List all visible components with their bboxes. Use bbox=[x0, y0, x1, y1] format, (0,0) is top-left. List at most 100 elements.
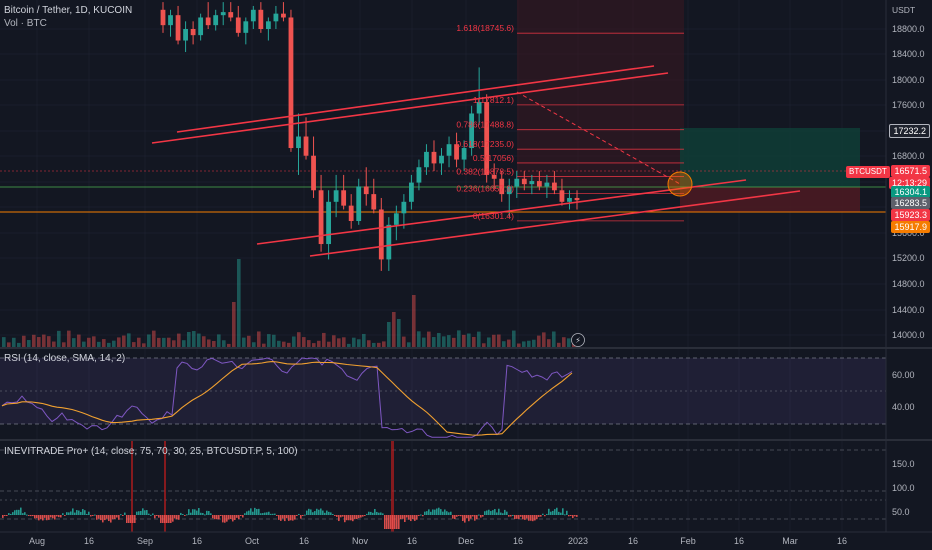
candle-body bbox=[273, 13, 279, 22]
indicator-bar bbox=[204, 514, 206, 516]
symbol-tag[interactable]: BTCUSDT bbox=[846, 166, 890, 178]
candle-body bbox=[476, 101, 482, 114]
indicator-bar bbox=[188, 509, 190, 515]
indicator-bar bbox=[172, 515, 174, 522]
lightning-icon[interactable]: ⚡ bbox=[571, 333, 585, 347]
price-tag[interactable]: 15917.9 bbox=[891, 221, 930, 233]
indicator-bar bbox=[502, 513, 504, 515]
indicator-bar bbox=[526, 515, 528, 519]
indicator-bar bbox=[458, 515, 460, 516]
indicator-bar bbox=[362, 515, 364, 517]
volume-bar bbox=[422, 337, 426, 347]
price-tick-label: 18000.0 bbox=[892, 75, 925, 85]
rsi-label[interactable]: RSI (14, close, SMA, 14, 2) bbox=[4, 353, 126, 364]
price-tick-label: 18400.0 bbox=[892, 49, 925, 59]
channel-lines[interactable] bbox=[151, 65, 801, 257]
volume-bar bbox=[287, 342, 291, 347]
time-tick-label: Feb bbox=[680, 536, 696, 546]
volume-bar bbox=[567, 338, 571, 347]
indicator-bar bbox=[146, 510, 148, 515]
indicator-bar bbox=[338, 515, 340, 522]
price-tick-label: 15200.0 bbox=[892, 253, 925, 263]
indicator-bar bbox=[498, 508, 500, 515]
indicator-bar bbox=[492, 510, 494, 515]
indicator-bar bbox=[518, 515, 520, 519]
indicator-bar bbox=[480, 515, 482, 518]
volume-bar bbox=[202, 336, 206, 347]
indicator-bar bbox=[416, 515, 418, 520]
indicator-bar bbox=[508, 515, 510, 517]
chart-title[interactable]: Bitcoin / Tether, 1D, KUCOIN bbox=[4, 5, 133, 16]
indicator-bar bbox=[120, 514, 122, 516]
indicator-bar bbox=[76, 510, 78, 515]
indicator-bar bbox=[442, 511, 444, 515]
indicator-bar bbox=[152, 513, 154, 515]
indicator-bar bbox=[134, 515, 136, 523]
volume-bar bbox=[232, 302, 236, 347]
price-tag[interactable]: 17232.2 bbox=[889, 124, 930, 138]
volume-bar bbox=[282, 341, 286, 347]
time-tick-label: 16 bbox=[734, 536, 744, 546]
volume-bar bbox=[387, 322, 391, 347]
currency-label: USDT bbox=[892, 5, 916, 15]
indicator-bar bbox=[466, 515, 468, 519]
target-circle[interactable] bbox=[667, 171, 693, 197]
volume-bar bbox=[247, 335, 251, 347]
indicator-bar bbox=[328, 511, 330, 515]
price-tick-label: 14000.0 bbox=[892, 330, 925, 340]
indicator-bar bbox=[500, 512, 502, 515]
indicator-bar bbox=[68, 512, 70, 515]
volume-bar bbox=[132, 342, 136, 347]
volume-bar bbox=[562, 337, 566, 347]
indicator-bar bbox=[450, 511, 452, 515]
indicator-bar bbox=[130, 515, 132, 523]
indicator-bar bbox=[490, 511, 492, 515]
indicator-bar bbox=[162, 515, 164, 523]
time-axis[interactable]: Aug 16 Sep 16 Oct 16 Nov 16 Dec 16 2023 16 Feb 16 Mar 1… bbox=[29, 536, 847, 546]
indicator-label[interactable]: INEVITRADE Pro+ (14, close, 75, 70, 30, … bbox=[4, 446, 298, 457]
indicator-bar bbox=[12, 512, 14, 515]
rsi-tick-label: 40.00 bbox=[892, 402, 915, 412]
indicator-bar bbox=[376, 511, 378, 515]
indicator-bar bbox=[176, 515, 178, 520]
volume-bar bbox=[347, 343, 351, 347]
indicator-bar bbox=[576, 515, 578, 517]
indicator-bar bbox=[534, 515, 536, 521]
indicator-bar bbox=[122, 515, 124, 516]
indicator-bar bbox=[536, 515, 538, 520]
price-tag[interactable]: 16283.5 bbox=[891, 197, 930, 209]
volume-bar bbox=[442, 336, 446, 347]
fib-label: 0.618(17235.0) bbox=[456, 139, 514, 149]
candle-body bbox=[168, 15, 173, 26]
price-tag[interactable]: 15923.3 bbox=[891, 209, 930, 221]
indicator-bar bbox=[444, 509, 446, 515]
volume-label[interactable]: Vol · BTC bbox=[4, 18, 47, 29]
indicator-bar bbox=[346, 515, 348, 521]
indicator-bar bbox=[532, 515, 534, 522]
time-tick-label: Sep bbox=[137, 536, 153, 546]
indicator-bar bbox=[464, 515, 466, 523]
volume-bar bbox=[372, 342, 376, 347]
indicator-bar bbox=[180, 512, 182, 515]
indicator-bar bbox=[42, 515, 44, 521]
indicator-bar bbox=[422, 515, 424, 517]
price-tag[interactable]: 16571.5 bbox=[891, 165, 930, 177]
indicator-bar bbox=[94, 514, 96, 516]
indicator-axis[interactable]: 150.0 100.0 50.0 bbox=[892, 459, 915, 517]
indicator-bar bbox=[264, 512, 266, 515]
rsi-axis[interactable]: 60.00 40.00 bbox=[892, 370, 915, 412]
volume-bar bbox=[92, 336, 96, 347]
indicator-bar bbox=[160, 515, 162, 523]
indicator-bar bbox=[484, 511, 486, 515]
candle-body bbox=[401, 201, 407, 214]
volume-bar bbox=[37, 337, 41, 347]
indicator-bar bbox=[238, 515, 240, 520]
indicator-bar bbox=[210, 513, 212, 515]
indicator-bar bbox=[550, 511, 552, 515]
price-tag[interactable]: 16304.1 bbox=[891, 186, 930, 198]
indicator-bar bbox=[514, 515, 516, 520]
volume-bar bbox=[237, 259, 241, 347]
indicator-bar bbox=[418, 515, 420, 516]
indicator-bar bbox=[236, 515, 238, 518]
